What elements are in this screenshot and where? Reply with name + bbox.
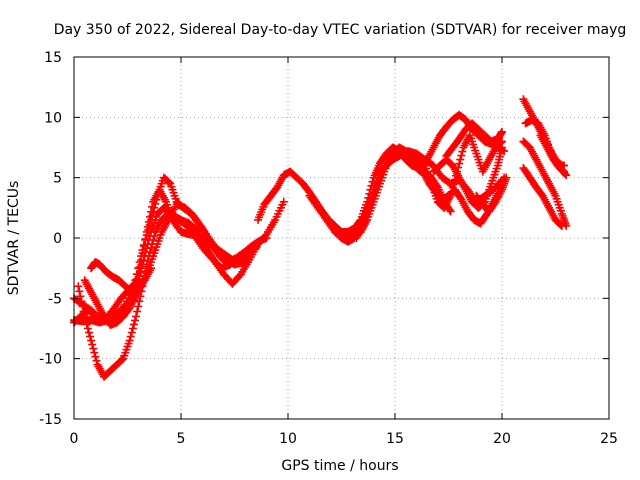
data-point xyxy=(150,203,159,212)
grid xyxy=(74,57,609,419)
data-point xyxy=(147,244,156,253)
series-track-19 xyxy=(536,131,571,180)
data-point xyxy=(80,312,89,321)
data-point xyxy=(138,260,147,269)
data-point xyxy=(147,264,156,273)
data-point xyxy=(129,320,138,329)
series-track-17 xyxy=(519,137,571,230)
series-track-13 xyxy=(442,119,506,160)
data-point xyxy=(445,205,454,214)
data-points xyxy=(70,95,571,381)
x-tick-label: 10 xyxy=(279,431,297,447)
data-point xyxy=(132,277,141,286)
data-point xyxy=(446,207,455,216)
data-point xyxy=(74,282,83,291)
data-point xyxy=(87,336,96,345)
data-point xyxy=(498,127,506,136)
y-tick-label: 10 xyxy=(44,110,62,126)
data-point xyxy=(165,178,174,187)
data-point xyxy=(89,344,98,353)
series-track-18 xyxy=(519,164,566,230)
series-track-4 xyxy=(74,209,263,381)
data-point xyxy=(261,231,270,240)
data-point xyxy=(458,147,467,156)
data-point xyxy=(75,287,84,296)
data-point xyxy=(457,151,466,160)
data-point xyxy=(86,332,95,341)
x-tick-label: 20 xyxy=(493,431,511,447)
data-point xyxy=(192,226,201,235)
y-axis-title: SDTVAR / TECUs xyxy=(6,181,22,296)
data-point xyxy=(126,332,135,341)
data-point xyxy=(133,307,142,316)
data-point xyxy=(136,268,145,277)
data-point xyxy=(82,320,91,329)
data-point xyxy=(145,220,154,229)
data-point xyxy=(279,197,288,206)
data-point xyxy=(79,307,88,316)
y-tick-label: -10 xyxy=(39,352,62,368)
data-point xyxy=(92,356,101,365)
x-tick-label: 0 xyxy=(70,431,79,447)
y-tick-label: 15 xyxy=(44,50,62,66)
data-point xyxy=(137,264,146,273)
data-point xyxy=(134,302,143,311)
series-track-6 xyxy=(87,258,156,297)
data-point xyxy=(84,328,93,337)
data-point xyxy=(81,316,90,325)
data-point xyxy=(127,328,136,337)
data-point xyxy=(128,324,137,333)
series-track-14 xyxy=(472,173,511,216)
x-tick-label: 25 xyxy=(600,431,618,447)
data-point xyxy=(91,352,100,361)
data-point xyxy=(449,179,458,188)
data-point xyxy=(125,336,134,345)
data-point xyxy=(152,195,161,204)
data-point xyxy=(77,297,86,306)
data-point xyxy=(148,211,157,220)
data-point xyxy=(562,171,571,180)
data-point xyxy=(455,159,464,168)
data-point xyxy=(83,324,92,333)
y-tick-label: -15 xyxy=(39,412,62,428)
data-point xyxy=(561,170,570,179)
y-tick-label: 0 xyxy=(53,231,62,247)
y-tick-label: 5 xyxy=(53,171,62,187)
x-tick-label: 15 xyxy=(386,431,404,447)
series-track-12 xyxy=(429,143,506,212)
x-tick-label: 5 xyxy=(177,431,186,447)
data-point xyxy=(557,221,566,230)
data-point xyxy=(149,236,158,245)
data-point xyxy=(88,340,97,349)
chart-title: Day 350 of 2022, Sidereal Day-to-day VTE… xyxy=(54,22,627,38)
data-point xyxy=(76,292,85,301)
tick-labels: 0 5 10 15 20 25 -15 -10 -5 0 5 10 15 xyxy=(39,50,618,447)
x-axis-title: GPS time / hours xyxy=(281,458,398,474)
data-point xyxy=(151,199,160,208)
data-point xyxy=(90,348,99,357)
y-tick-label: -5 xyxy=(48,291,62,307)
series-track-5 xyxy=(80,197,288,329)
data-point xyxy=(502,173,511,182)
data-point xyxy=(78,302,87,311)
data-point xyxy=(498,143,506,152)
data-point xyxy=(556,220,565,229)
data-point xyxy=(118,355,127,364)
data-point xyxy=(145,248,154,257)
axis-ticks xyxy=(73,56,610,420)
data-point xyxy=(130,316,139,325)
data-point xyxy=(456,155,465,164)
data-point xyxy=(235,271,244,280)
data-point xyxy=(150,231,159,240)
data-point xyxy=(132,312,141,321)
data-point xyxy=(139,256,148,265)
